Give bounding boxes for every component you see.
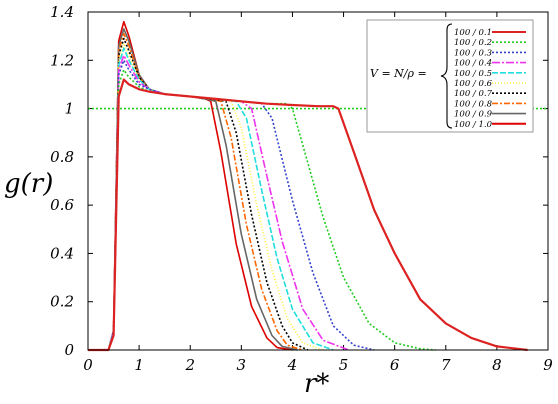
x-tick-label: 5	[339, 356, 349, 374]
y-tick-label: 1.2	[50, 51, 74, 69]
x-tick-label: 1	[134, 356, 144, 374]
legend-label: 100 / 0.5	[454, 69, 492, 79]
series-line	[88, 78, 528, 352]
x-tick-label: 6	[390, 356, 400, 374]
x-tick-label: 2	[184, 356, 195, 374]
legend-label: 100 / 0.4	[454, 59, 492, 69]
legend-label: 100 / 0.9	[454, 110, 493, 120]
legend-label: 100 / 1.0	[454, 120, 493, 130]
y-tick-label: 0	[64, 341, 74, 359]
legend-label: 100 / 0.1	[454, 28, 492, 38]
y-tick-label: 0.2	[50, 293, 74, 311]
y-tick-label: 0.8	[50, 148, 74, 166]
tick-marks	[87, 11, 549, 351]
y-axis-label: g(r)	[4, 169, 53, 199]
legend-label: 100 / 0.8	[454, 99, 493, 109]
legend-brace	[440, 23, 453, 129]
y-tick-label: 1	[64, 100, 74, 118]
legend-label: 100 / 0.7	[454, 89, 493, 99]
plot-frame	[87, 11, 549, 351]
x-tick-label: 8	[492, 356, 502, 374]
series-line	[88, 28, 298, 351]
x-tick-label: 4	[287, 356, 298, 374]
series-line	[88, 42, 324, 351]
x-tick-label: 3	[237, 356, 247, 374]
x-tick-label: 7	[441, 356, 451, 374]
x-tick-label: 9	[543, 356, 553, 374]
x-tick-label: 0	[83, 356, 93, 374]
series-line	[88, 47, 334, 351]
series-line	[88, 59, 375, 351]
y-tick-label: 0.6	[50, 196, 74, 214]
y-tick-label: 1.4	[50, 3, 74, 21]
y-tick-labels: 0 0.2 0.4 0.6 0.8 1 1.2 1.4	[50, 3, 74, 359]
legend-label: 100 / 0.2	[454, 38, 492, 48]
legend-label: 100 / 0.3	[454, 48, 492, 58]
x-axis-label: r*	[304, 369, 329, 399]
curves	[88, 20, 548, 352]
y-tick-label: 0.4	[50, 244, 74, 262]
legend-label: 100 / 0.6	[454, 79, 493, 89]
x-tick-labels: 0 1 2 3 4 5 6 7 8 9	[83, 356, 553, 374]
legend-title: V = N/ρ =	[370, 67, 427, 80]
